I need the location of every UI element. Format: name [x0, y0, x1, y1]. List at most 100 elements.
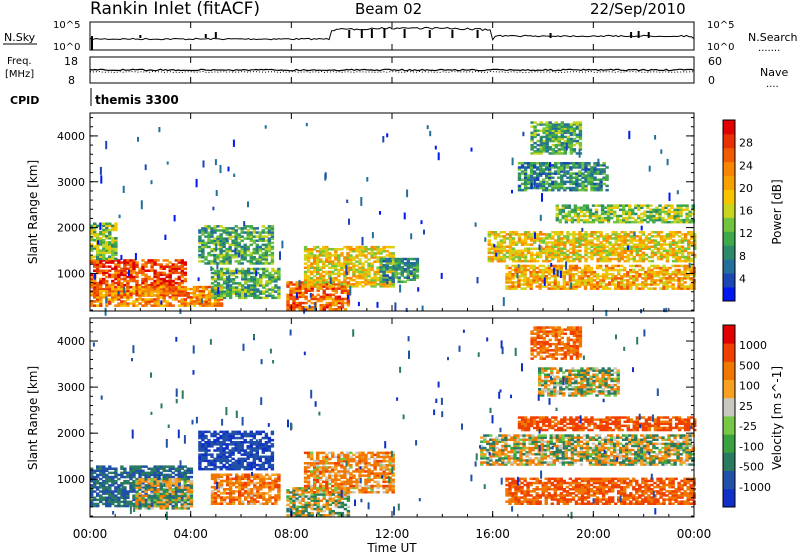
echo-cell — [277, 286, 281, 289]
sparse-echo — [346, 199, 349, 203]
echo-cell — [560, 146, 564, 149]
echo-cell — [213, 271, 218, 275]
echo-cell — [683, 277, 687, 280]
echo-cell — [584, 176, 588, 179]
echo-cell — [102, 269, 106, 272]
echo-cell — [171, 290, 175, 293]
echo-cell — [609, 210, 614, 214]
echo-cell — [581, 235, 585, 238]
echo-cell — [536, 247, 540, 250]
echo-cell — [508, 287, 512, 290]
echo-cell — [270, 233, 275, 236]
echo-cell — [244, 275, 248, 279]
echo-cell — [219, 302, 224, 305]
echo-cell — [270, 227, 275, 230]
echo-cell — [650, 241, 655, 244]
echo-cell — [403, 257, 407, 261]
echo-cell — [346, 289, 351, 292]
echo-cell — [213, 227, 217, 230]
echo-cell — [250, 267, 254, 271]
echo-cell — [138, 465, 142, 468]
echo-cell — [238, 296, 242, 300]
echo-cell — [567, 204, 572, 207]
echo-cell — [123, 273, 127, 277]
echo-cell — [570, 220, 575, 224]
echo-cell — [551, 235, 555, 238]
echo-cell — [611, 281, 615, 284]
echo-cell — [231, 229, 235, 232]
echo-cell — [655, 218, 659, 222]
echo-cell — [611, 251, 615, 255]
echo-cell — [656, 257, 661, 261]
echo-cell — [511, 251, 516, 255]
echo-cell — [545, 123, 549, 126]
echo-cell — [337, 295, 341, 299]
echo-cell — [228, 231, 232, 234]
echo-cell — [201, 300, 206, 303]
echo-cell — [532, 268, 536, 272]
echo-cell — [606, 206, 611, 209]
echo-cell — [150, 285, 154, 289]
echo-cell — [614, 241, 618, 244]
echo-cell — [661, 206, 665, 209]
echo-cell — [572, 164, 576, 167]
echo-cell — [310, 295, 314, 299]
echo-cell — [246, 260, 250, 263]
echo-cell — [551, 152, 555, 155]
echo-cell — [564, 220, 568, 224]
sparse-echo — [219, 164, 222, 174]
echo-cell — [268, 280, 272, 283]
echo-cell — [601, 287, 606, 290]
echo-cell — [141, 465, 145, 468]
echo-cell — [270, 245, 275, 249]
echo-cell — [533, 135, 537, 139]
echo-cell — [382, 245, 386, 249]
echo-cell — [328, 262, 332, 265]
echo-cell — [508, 266, 512, 270]
echo-cell — [99, 239, 103, 242]
echo-cell — [665, 259, 670, 263]
echo-cell — [147, 298, 151, 301]
echo-cell — [319, 268, 323, 272]
echo-cell — [406, 268, 410, 271]
echo-cell — [626, 243, 630, 246]
echo-cell — [99, 277, 103, 281]
echo-cell — [150, 281, 154, 285]
echo-cell — [204, 245, 208, 249]
echo-cell — [397, 264, 401, 267]
echo-cell — [144, 465, 148, 468]
echo-cell — [548, 247, 552, 250]
echo-cell — [111, 243, 115, 246]
echo-cell — [358, 260, 362, 263]
sparse-echo — [549, 162, 551, 167]
echo-cell — [99, 465, 103, 468]
echo-cell — [545, 150, 549, 153]
echo-cell — [105, 245, 109, 248]
echo-cell — [126, 294, 130, 297]
echo-cell — [606, 218, 611, 222]
echo-cell — [593, 253, 597, 257]
echo-cell — [575, 186, 579, 190]
echo-cell — [234, 260, 238, 263]
echo-cell — [108, 259, 112, 262]
echo-cell — [379, 285, 383, 288]
echo-cell — [548, 251, 552, 255]
echo-cell — [563, 139, 567, 143]
echo-cell — [674, 243, 679, 246]
echo-cell — [204, 262, 208, 265]
echo-cell — [99, 285, 103, 289]
echo-cell — [526, 243, 531, 246]
echo-cell — [625, 212, 629, 216]
echo-cell — [286, 285, 290, 288]
echo-cell — [683, 287, 687, 290]
echo-cell — [683, 273, 687, 276]
echo-cell — [258, 253, 262, 257]
echo-cell — [686, 266, 690, 270]
echo-cell — [520, 170, 525, 173]
echo-cell — [590, 233, 594, 236]
echo-cell — [566, 137, 571, 141]
echo-cell — [298, 301, 302, 305]
echo-cell — [334, 272, 338, 276]
echo-cell — [502, 245, 507, 248]
echo-cell — [573, 206, 578, 209]
